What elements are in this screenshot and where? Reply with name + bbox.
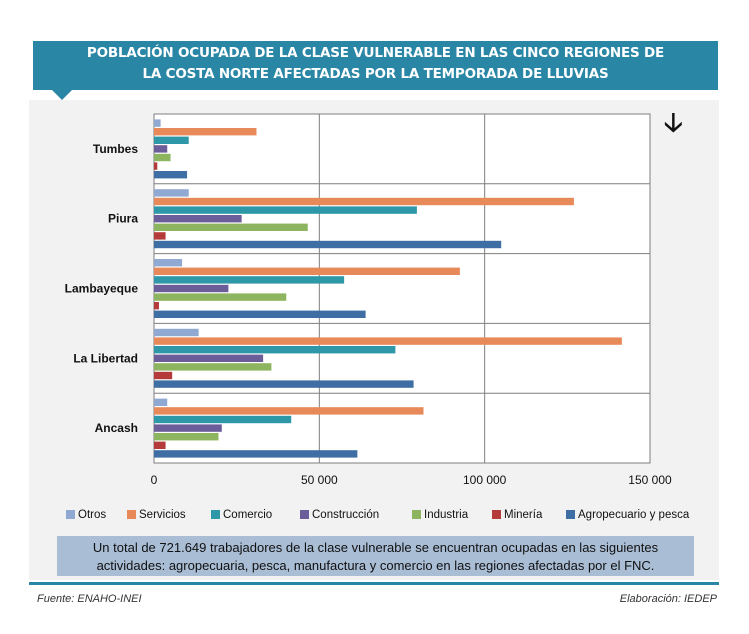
bar-2-4 (154, 293, 287, 301)
bar-1-5 (154, 232, 166, 240)
title-banner (33, 41, 718, 90)
chart-title: Población ocupada de la clase vulnerable… (33, 43, 718, 85)
bar-4-5 (154, 441, 166, 449)
footer-divider (29, 582, 719, 585)
plot-area (154, 114, 650, 463)
source-label: Fuente: ENAHO-INEI (37, 593, 142, 605)
legend-label: Comercio (223, 509, 273, 521)
legend-item-servicios: Servicios (127, 509, 186, 521)
bar-1-4 (154, 223, 308, 231)
bar-0-4 (154, 153, 171, 162)
bar-1-2 (154, 206, 417, 214)
x-tick-label: 50 000 (301, 473, 338, 487)
bar-2-1 (154, 267, 460, 275)
bar-2-2 (154, 276, 345, 284)
legend-swatch (211, 510, 220, 519)
category-label: Tumbes (93, 142, 138, 156)
chart-title-line-2: la costa norte afectadas por la temporad… (142, 66, 609, 82)
credit-label: Elaboración: IEDEP (619, 593, 717, 605)
category-label: La Libertad (73, 351, 138, 365)
legend-label: Construcción (312, 509, 380, 521)
x-tick-label: 0 (151, 473, 158, 487)
legend-label: Servicios (139, 509, 186, 521)
bar-3-0 (154, 328, 199, 337)
bar-1-3 (154, 215, 242, 223)
bar-0-1 (154, 128, 257, 136)
category-label: Ancash (95, 421, 138, 435)
bar-0-3 (154, 145, 168, 153)
legend-label: Minería (504, 509, 543, 521)
title-banner-pointer (52, 90, 72, 100)
bar-4-6 (154, 450, 358, 458)
bar-1-6 (154, 240, 502, 249)
legend-label: Industria (424, 509, 469, 521)
bar-3-1 (154, 337, 622, 345)
x-tick-label: 100 000 (463, 473, 507, 487)
bar-3-5 (154, 371, 173, 380)
bar-0-2 (154, 136, 189, 144)
legend-swatch (300, 510, 309, 519)
bar-1-1 (154, 197, 574, 206)
bar-2-6 (154, 310, 366, 318)
legend-item-agropecuario: Agropecuario y pesca (566, 509, 689, 521)
bar-0-5 (154, 162, 158, 170)
bar-4-2 (154, 415, 292, 424)
bar-4-1 (154, 407, 424, 415)
category-label: Piura (108, 212, 138, 226)
bar-3-2 (154, 346, 396, 354)
legend-item-mineria: Minería (492, 509, 542, 521)
bar-2-0 (154, 259, 183, 267)
x-tick-label: 150 000 (628, 473, 672, 487)
legend-swatch (66, 510, 75, 519)
legend-item-industria: Industria (412, 509, 468, 521)
bar-4-4 (154, 433, 219, 441)
chart-title-line-1: Población ocupada de la clase vulnerable… (86, 45, 665, 61)
legend-item-construccion: Construcción (300, 509, 379, 521)
bar-4-0 (154, 398, 168, 406)
bar-3-3 (154, 354, 264, 362)
bar-2-3 (154, 284, 229, 293)
summary-note: Un total de 721.649 trabajadores de la c… (57, 536, 694, 576)
legend-swatch (492, 510, 501, 519)
download-arrow-icon[interactable]: 🡣 (664, 108, 683, 138)
legend-item-comercio: Comercio (211, 509, 272, 521)
bar-3-6 (154, 380, 414, 388)
legend-swatch (412, 510, 421, 519)
bar-0-0 (154, 119, 161, 127)
legend-label: Agropecuario y pesca (578, 509, 690, 521)
legend-swatch (127, 510, 136, 519)
bar-3-4 (154, 363, 272, 371)
bar-1-0 (154, 189, 189, 197)
legend-item-otros: Otros (66, 509, 106, 521)
legend-label: Otros (78, 509, 107, 521)
bar-2-5 (154, 302, 159, 310)
category-label: Lambayeque (65, 282, 139, 296)
bar-0-6 (154, 171, 188, 179)
legend-swatch (566, 510, 575, 519)
bar-4-3 (154, 424, 222, 432)
